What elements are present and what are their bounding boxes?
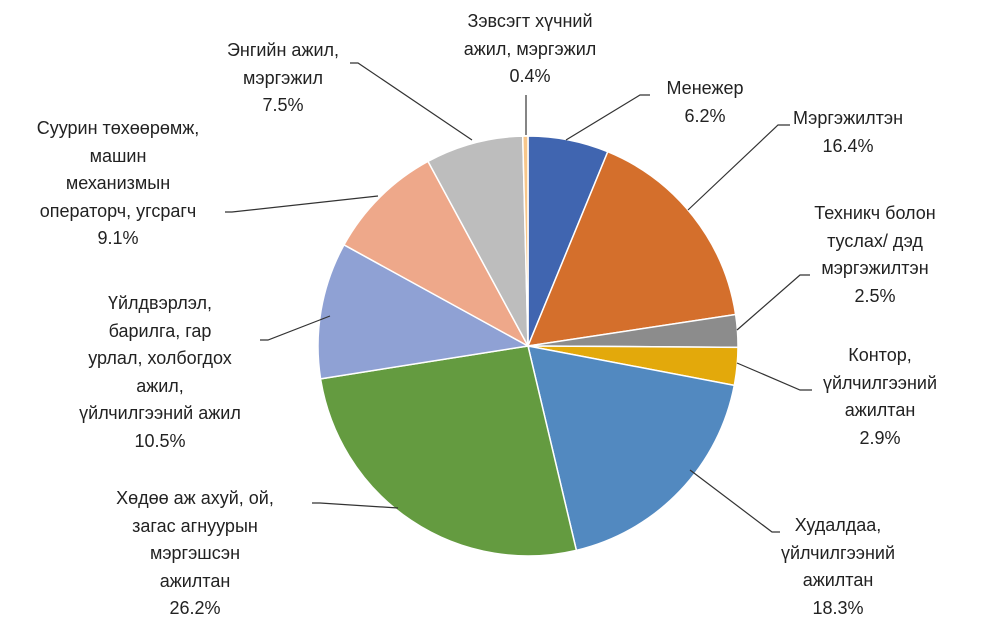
leader-line <box>350 62 473 141</box>
leader-lines <box>225 62 812 533</box>
value-label: 2.9% <box>859 427 901 448</box>
value-label: 26.2% <box>169 598 221 618</box>
slice <box>527 345 736 552</box>
value-label: 9.1% <box>97 228 139 248</box>
category-label: Үйлдвэрлэл, барилга, гар урлал, холбогдо… <box>79 293 241 423</box>
slice-label: Мэргэжилтэн 16.4% <box>718 105 978 160</box>
slice-label: Контор, үйлчилгээний ажилтан 2.9% <box>750 342 981 452</box>
leader-line <box>312 502 399 509</box>
leader-line <box>736 274 810 331</box>
value-label: 0.4% <box>509 66 551 86</box>
category-label: Суурин төхөөрөмж, машин механизмын опера… <box>36 118 200 221</box>
value-label: 18.3% <box>812 597 864 618</box>
slice <box>526 150 737 347</box>
category-label: Хөдөө аж ахуй, ой, загас агнуурын мэргэш… <box>116 488 274 591</box>
value-label: 6.2% <box>684 105 726 126</box>
slices <box>317 135 739 557</box>
slice-label: Зэвсэгт хүчний ажил, мэргэжил 0.4% <box>400 8 660 91</box>
category-label: Энгийн ажил, мэргэжил <box>226 40 340 88</box>
category-label: Худалдаа, үйлчилгээний ажилтан <box>780 515 896 590</box>
slice-label: Энгийн ажил, мэргэжил 7.5% <box>153 37 413 120</box>
category-label: Техникч болон туслах/ дэд мэргэжилтэн <box>814 203 936 278</box>
value-label: 10.5% <box>134 430 186 451</box>
slice <box>426 135 529 347</box>
slice <box>317 243 531 380</box>
value-label: 16.4% <box>822 135 874 156</box>
slice-label: Менежер 6.2% <box>575 75 835 130</box>
category-label: Менежер <box>666 78 744 98</box>
category-label: Мэргэжилтэн <box>792 108 904 128</box>
slice <box>521 135 529 347</box>
leader-line <box>689 469 780 533</box>
leader-line <box>225 195 379 213</box>
category-label: Зэвсэгт хүчний ажил, мэргэжил <box>463 11 597 59</box>
slice-label: Хөдөө аж ахуй, ой, загас агнуурын мэргэш… <box>65 485 325 619</box>
value-label: 7.5% <box>262 95 304 115</box>
slice-label: Суурин төхөөрөмж, машин механизмын опера… <box>0 115 248 253</box>
slice-label: Худалдаа, үйлчилгээний ажилтан 18.3% <box>708 512 968 619</box>
leader-line <box>687 124 790 211</box>
slice <box>319 345 578 557</box>
leader-line <box>736 362 812 391</box>
category-label: Контор, үйлчилгээний ажилтан <box>822 345 938 420</box>
value-label: 2.5% <box>854 285 896 306</box>
slice-label: Техникч болон туслах/ дэд мэргэжилтэн 2.5… <box>745 200 981 310</box>
slice-label: Үйлдвэрлэл, барилга, гар урлал, холбогдо… <box>30 290 290 455</box>
leader-line <box>565 94 650 141</box>
slice <box>342 160 530 348</box>
leader-line <box>260 315 331 341</box>
